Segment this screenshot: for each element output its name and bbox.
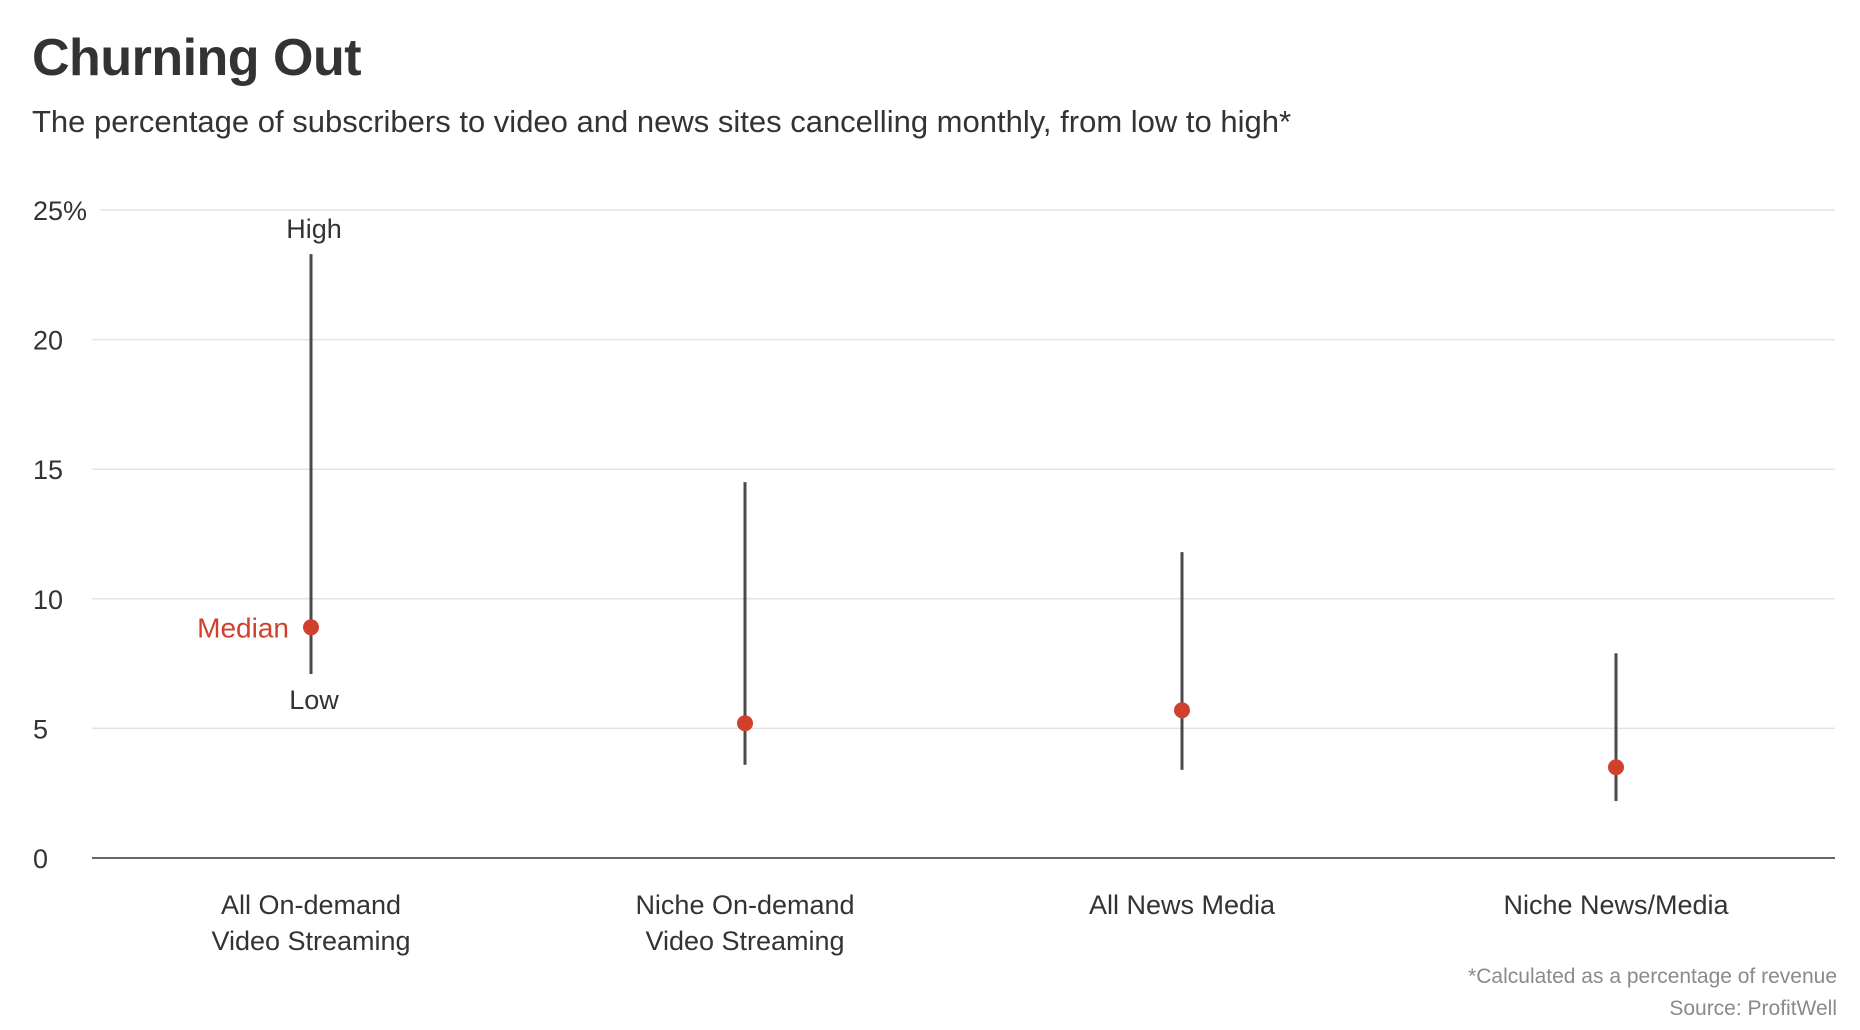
median-dot — [737, 715, 753, 732]
x-tick-label: All News Media — [1089, 890, 1276, 920]
y-tick-label: 5 — [33, 714, 48, 744]
median-dot — [303, 619, 319, 636]
chart-subtitle: The percentage of subscribers to video a… — [32, 104, 1292, 139]
median-dot — [1608, 759, 1624, 776]
high-annotation: High — [286, 214, 342, 244]
median-dot — [1174, 702, 1190, 719]
y-tick-label: 25% — [33, 196, 87, 226]
x-tick-label: Niche On-demand — [635, 890, 854, 920]
x-tick-label: Niche News/Media — [1503, 890, 1729, 920]
footnote: *Calculated as a percentage of revenue — [1468, 965, 1837, 988]
y-tick-label: 0 — [33, 844, 48, 874]
y-tick-label: 20 — [33, 326, 63, 356]
y-tick-label: 10 — [33, 585, 63, 615]
x-tick-label: Video Streaming — [645, 926, 844, 956]
low-annotation: Low — [289, 685, 339, 715]
median-annotation: Median — [197, 612, 289, 643]
source-note: Source: ProfitWell — [1669, 997, 1837, 1020]
x-tick-label: All On-demand — [221, 890, 401, 920]
y-tick-label: 15 — [33, 455, 63, 485]
chart-title: Churning Out — [32, 29, 362, 87]
x-tick-label: Video Streaming — [211, 926, 410, 956]
